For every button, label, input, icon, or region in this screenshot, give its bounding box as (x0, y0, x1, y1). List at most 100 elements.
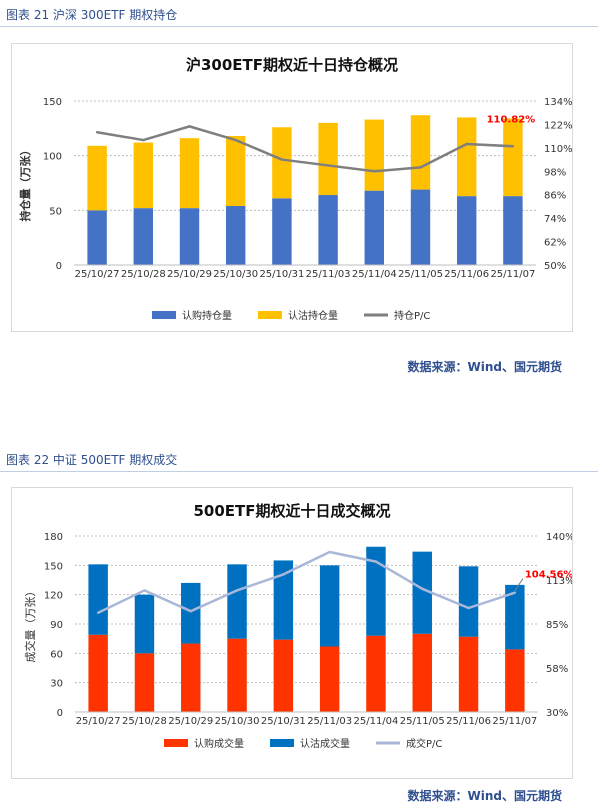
figure1-source: 数据来源：Wind、国元期货 (407, 360, 562, 374)
chart2-pc-ratio-point (143, 589, 146, 592)
chart2-y2-tick-label: 58% (546, 664, 568, 675)
figure2-caption: 图表 22 中证 500ETF 期权成交 (6, 453, 178, 467)
chart2-bar-put (366, 546, 386, 636)
chart2-y2-tick-label: 113% (546, 576, 572, 587)
chart1-y2-tick-label: 110% (544, 144, 572, 155)
chart2-y-tick-label: 0 (57, 708, 63, 719)
chart2-x-tick-label: 25/11/07 (492, 716, 537, 727)
chart1-pc-ratio-point (373, 170, 376, 173)
chart1-pc-ratio-point (234, 138, 237, 142)
chart1-bar-put (87, 145, 107, 211)
chart1-bar-call (179, 208, 200, 265)
chart2-bar-call (412, 633, 432, 712)
chart2-y-tick-label: 120 (44, 591, 63, 602)
chart1-pc-ratio-point (511, 145, 515, 148)
chart2-bar-call (227, 638, 247, 712)
chart1-y-tick-label: 0 (56, 261, 62, 272)
chart1-bar-put (272, 127, 292, 199)
chart2-y-tick-label: 30 (50, 679, 63, 690)
chart1-bar-call (87, 210, 107, 265)
chart2-pc-ratio-point (282, 573, 285, 576)
chart1-pc-ratio-point (465, 142, 468, 146)
chart1-pc-ratio-point (95, 131, 99, 134)
chart1-x-tick-label: 25/11/06 (444, 269, 489, 280)
chart2-pc-ratio-point (235, 589, 239, 592)
chart2-legend-label: 认沽成交量 (300, 737, 350, 750)
chart1-bar-put (225, 135, 246, 206)
chart1-annotation-label: 110.82% (487, 114, 536, 125)
chart2-pc-ratio-point (421, 587, 424, 590)
chart1-pc-ratio-point (188, 125, 191, 128)
chart2-x-tick-label: 25/11/06 (446, 716, 491, 727)
chart2-annotation-label: 104.56% (525, 570, 572, 581)
chart1-bar-call (225, 205, 246, 265)
chart2-x-tick-label: 25/10/28 (122, 716, 167, 727)
chart2-pc-ratio-point (467, 606, 470, 610)
chart2-legend-label: 成交P/C (406, 737, 442, 750)
chart1-legend-label: 认沽持仓量 (288, 309, 338, 322)
chart2-legend-swatch-call (164, 739, 188, 747)
chart2-bar-put (134, 594, 155, 654)
chart1-y2-tick-label: 74% (544, 214, 566, 225)
chart1-bar-put (318, 122, 338, 196)
chart1-pc-ratio-point (142, 138, 145, 142)
chart2-bar-put (458, 566, 479, 637)
chart2-bar-put (227, 564, 247, 639)
chart2-bar-call (366, 635, 386, 712)
chart2-x-tick-label: 25/10/31 (261, 716, 306, 727)
chart2-y-tick-label: 90 (50, 620, 63, 631)
chart1-pc-ratio-point (280, 158, 284, 161)
chart2-bar-put (319, 565, 340, 647)
chart1-frame: 沪300ETF期权近十日持仓概况 0 50 100 150 50% 62% 74% 86% 98%… (11, 43, 573, 332)
chart1-bar-call (133, 208, 154, 265)
chart2-pc-ratio-point (374, 560, 378, 563)
chart2-bar-call (273, 639, 294, 712)
chart2-x-tick-label: 25/11/03 (307, 716, 352, 727)
chart2-y-tick-label: 180 (44, 532, 63, 543)
chart2-x-tick-label: 25/11/05 (400, 716, 445, 727)
chart1-pc-ratio-line (96, 125, 513, 173)
chart1-x-tick-label: 25/10/30 (213, 269, 258, 280)
chart2-pc-ratio-point (96, 611, 100, 614)
chart2-bar-put (505, 584, 525, 650)
chart2-y-tick-label: 150 (44, 561, 63, 572)
chart1-x-tick-label: 25/10/29 (167, 269, 212, 280)
chart2-y-axis-label: 成交量（万张） (23, 586, 37, 663)
chart2-annotation-leader (514, 578, 524, 591)
chart2-bar-put (181, 582, 201, 644)
chart1-bar-put (133, 142, 154, 209)
chart1-bar-call (272, 198, 292, 265)
chart1-y-tick-label: 150 (43, 97, 62, 108)
chart1-bar-put (503, 118, 523, 197)
chart2-pc-ratio-line (97, 550, 516, 614)
chart2-svg: 500ETF期权近十日成交概况 0 30 60 90 120 150 180 30% 58% 85%… (23, 502, 572, 750)
chart1-y2-tick-label: 86% (544, 191, 566, 202)
chart2-bar-put (88, 564, 108, 635)
chart2-bar-call (88, 634, 108, 712)
chart2-bar-call (134, 653, 155, 712)
chart1-y2-tick-label: 50% (544, 261, 566, 272)
chart2-bar-call (505, 649, 525, 712)
chart2-bar-put (412, 551, 432, 634)
chart1-y2-tick-label: 134% (544, 97, 572, 108)
chart1-pc-ratio-point (326, 164, 330, 167)
chart2-bar-call (181, 643, 201, 712)
chart1-legend-label: 认购持仓量 (182, 309, 232, 322)
chart1-svg: 沪300ETF期权近十日持仓概况 0 50 100 150 50% 62% 74% 86% 98%… (18, 56, 572, 322)
chart2-title: 500ETF期权近十日成交概况 (193, 502, 390, 520)
chart2-y2-tick-label: 85% (546, 620, 568, 631)
chart1-bar-call (318, 195, 338, 265)
chart1-legend-label: 持仓P/C (394, 309, 430, 322)
chart1-x-tick-label: 25/11/04 (352, 269, 397, 280)
chart2-x-tick-label: 25/11/04 (353, 716, 398, 727)
chart2-frame: 500ETF期权近十日成交概况 0 30 60 90 120 150 180 30% 58% 85%… (11, 487, 573, 779)
chart1-bar-call (364, 190, 385, 265)
chart2-y2-tick-label: 140% (546, 532, 572, 543)
chart1-legend-swatch-call (152, 311, 176, 319)
chart1-bar-put (410, 115, 431, 190)
figure2-source: 数据来源：Wind、国元期货 (407, 789, 562, 803)
chart1-y2-tick-label: 122% (544, 120, 572, 131)
figure1-caption: 图表 21 沪深 300ETF 期权持仓 (6, 8, 178, 22)
chart1-title: 沪300ETF期权近十日持仓概况 (186, 56, 398, 74)
chart1-y2-tick-label: 62% (544, 238, 566, 249)
